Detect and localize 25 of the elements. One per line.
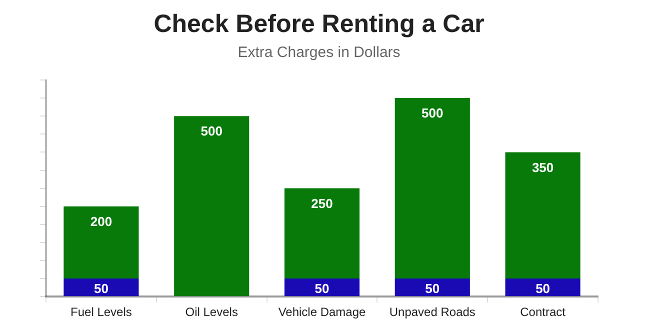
bar — [505, 278, 580, 296]
data-label: 500 — [422, 106, 444, 121]
bar — [64, 278, 139, 296]
data-label: 250 — [311, 196, 333, 211]
bar — [505, 152, 580, 279]
x-tick-label: Contract — [520, 305, 566, 320]
chart-subtitle: Extra Charges in Dollars — [238, 44, 400, 62]
x-tick-label: Fuel Levels — [70, 305, 132, 320]
bar — [394, 98, 470, 279]
data-label: 50 — [425, 280, 440, 296]
data-label: 50 — [536, 280, 550, 296]
chart-title: Check Before Renting a Car — [154, 10, 485, 38]
data-label: 50 — [314, 280, 330, 296]
data-label: 200 — [90, 214, 112, 229]
data-label: 350 — [532, 160, 554, 175]
bar — [394, 278, 470, 296]
bar — [64, 206, 139, 279]
bar — [174, 116, 250, 296]
data-label: 500 — [200, 124, 222, 139]
x-tick-label: Oil Levels — [185, 305, 238, 320]
bar — [284, 188, 360, 279]
data-label: 50 — [94, 280, 108, 296]
bar — [284, 278, 360, 296]
x-tick-label: Vehicle Damage — [278, 305, 366, 320]
x-tick-label: Unpaved Roads — [389, 305, 476, 320]
